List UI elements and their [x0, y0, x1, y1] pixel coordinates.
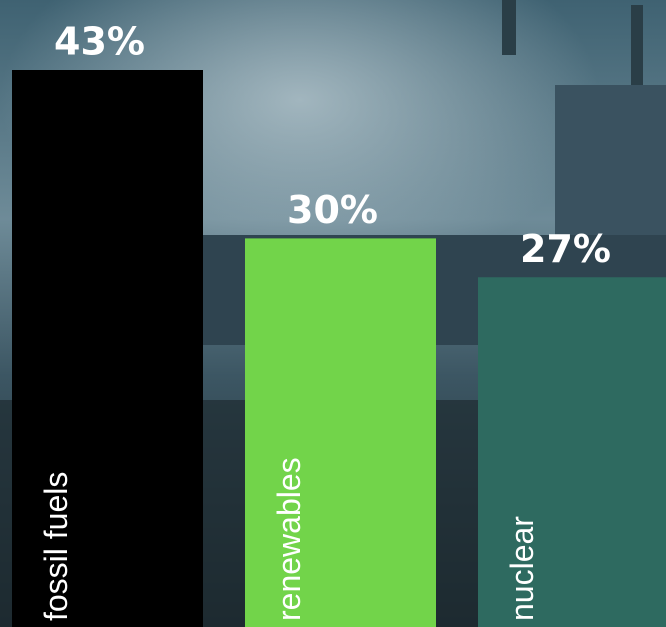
bar — [245, 238, 436, 627]
bar — [12, 70, 203, 627]
category-label: nuclear — [504, 516, 540, 621]
bars: 43% fossil fuels 30% renewables 27% nuclear — [12, 20, 666, 627]
chimney — [502, 0, 516, 55]
value-label: 30% — [287, 188, 378, 232]
value-label: 43% — [54, 20, 145, 64]
category-label: fossil fuels — [38, 472, 74, 621]
chimney — [631, 5, 643, 95]
value-label: 27% — [520, 227, 611, 271]
bar — [478, 277, 666, 627]
building — [555, 85, 666, 235]
category-label: renewables — [271, 457, 307, 621]
